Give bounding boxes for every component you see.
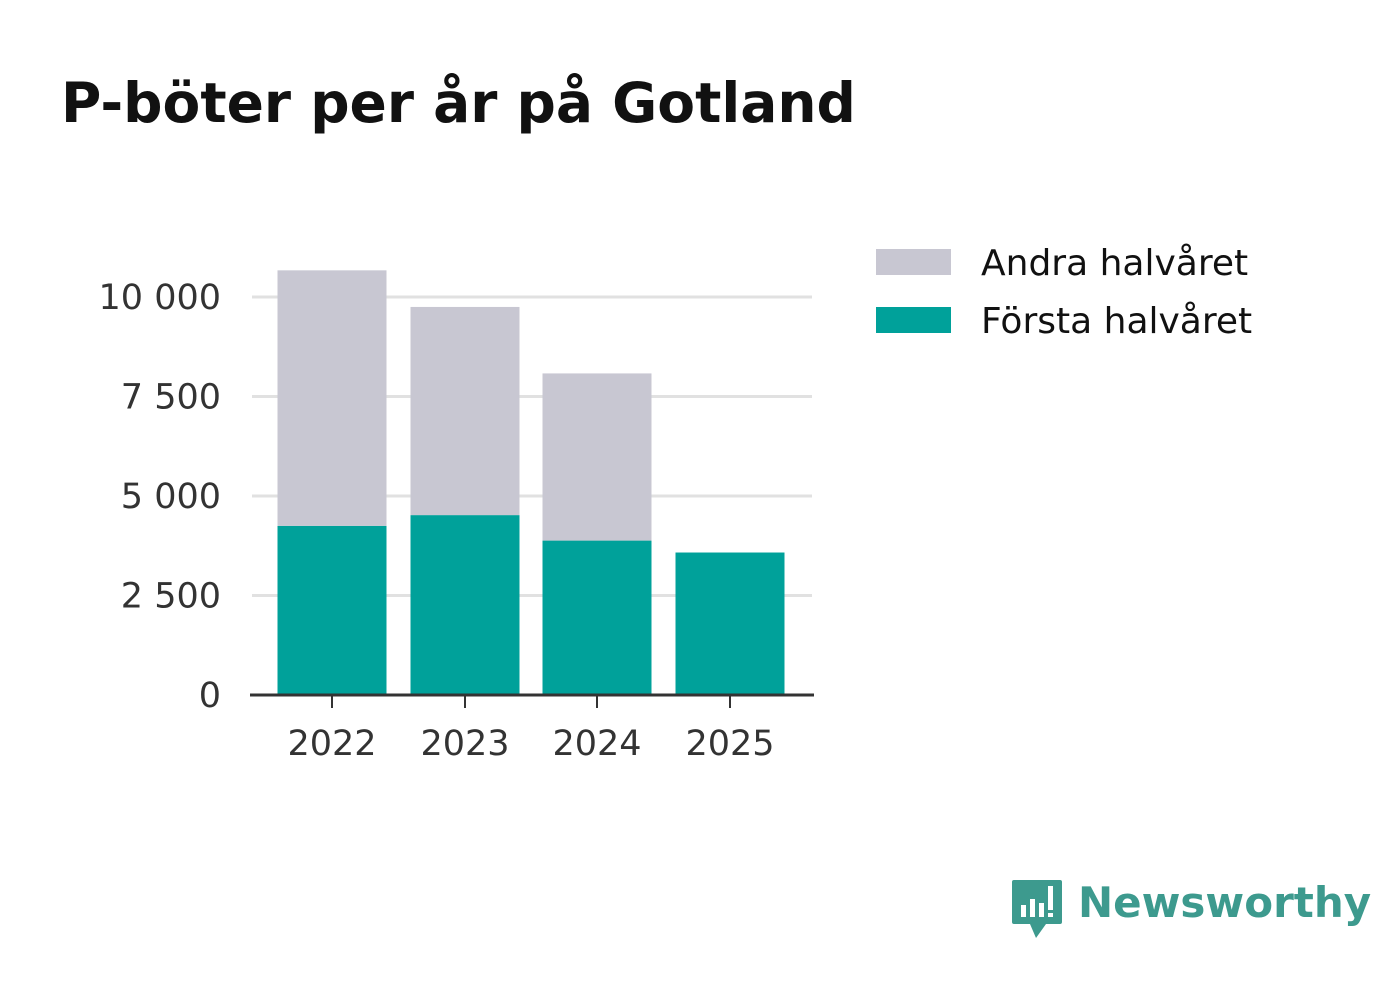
bar-first-half-2022 xyxy=(277,525,387,695)
legend-label-second-half: Andra halvåret xyxy=(981,243,1248,284)
legend-swatch-first-half xyxy=(876,307,951,333)
x-tick-label-2022: 2022 xyxy=(287,724,376,764)
y-tick-label: 10 000 xyxy=(99,278,221,318)
x-tick-label-2025: 2025 xyxy=(685,724,774,764)
legend-label-first-half: Första halvåret xyxy=(981,301,1252,342)
y-tick-label: 2 500 xyxy=(121,577,221,617)
bar-first-half-2024 xyxy=(542,540,652,695)
y-tick-label: 5 000 xyxy=(121,477,221,517)
y-tick-label: 7 500 xyxy=(121,378,221,418)
bars xyxy=(277,270,785,695)
x-tick-label-2023: 2023 xyxy=(420,724,509,764)
bar-second-half-2023 xyxy=(410,306,520,516)
chart-title: P-böter per år på Gotland xyxy=(61,71,856,135)
newsworthy-logo-icon xyxy=(1012,880,1062,938)
legend-swatch-second-half xyxy=(876,249,951,275)
brand-name: Newsworthy xyxy=(1078,878,1371,927)
legend: Andra halvåret Första halvåret xyxy=(876,243,1252,342)
bar-first-half-2023 xyxy=(410,515,520,695)
brand-logo: Newsworthy xyxy=(1012,878,1371,938)
bar-second-half-2022 xyxy=(277,270,387,526)
y-tick-label: 0 xyxy=(199,676,221,716)
bar-first-half-2025 xyxy=(675,552,785,695)
x-tick-label-2024: 2024 xyxy=(552,724,641,764)
axes: 0 2 500 5 000 7 500 10 000 2022 2023 2024 2025 xyxy=(99,278,814,764)
bar-second-half-2024 xyxy=(542,373,652,541)
